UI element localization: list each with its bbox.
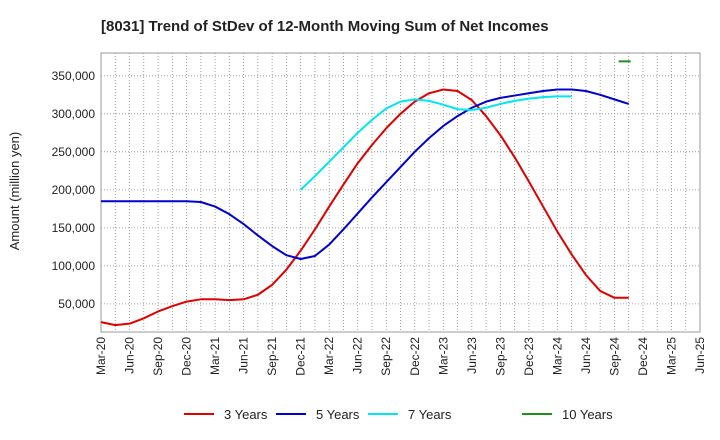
x-tick-label: Mar-24 — [550, 337, 564, 375]
x-tick-label: Jun-21 — [237, 337, 251, 374]
y-tick-label: 50,000 — [58, 297, 95, 311]
series-3-years-line — [100, 88, 629, 327]
y-tick-label: 200,000 — [52, 183, 96, 197]
x-tick-label: Dec-20 — [180, 337, 194, 376]
x-tick-label: Dec-22 — [408, 337, 422, 376]
legend-label-3-years: 3 Years — [224, 407, 268, 422]
x-tick-label: Sep-22 — [379, 337, 393, 376]
x-tick-label: Dec-24 — [636, 337, 650, 376]
legend-label-7-years: 7 Years — [408, 407, 452, 422]
x-tick-label: Jun-25 — [693, 337, 707, 374]
y-axis-label: Amount (million yen) — [7, 132, 22, 251]
plot-area — [100, 52, 701, 333]
chart-title: [8031] Trend of StDev of 12-Month Moving… — [101, 18, 549, 35]
x-tick-label: Mar-21 — [208, 337, 222, 375]
x-tick-label: Sep-20 — [151, 337, 165, 376]
series-7-years-line — [299, 95, 572, 191]
series-5-years-line — [101, 88, 629, 261]
series-lines — [100, 60, 631, 327]
y-tick-label: 350,000 — [52, 69, 96, 83]
y-tick-label: 150,000 — [52, 221, 96, 235]
grid — [100, 53, 701, 332]
x-tick-label: Sep-21 — [265, 337, 279, 376]
x-tick-label: Sep-23 — [493, 337, 507, 376]
y-axis: 50,000 100,000 150,000 200,000 250,000 300,00… — [52, 69, 96, 311]
x-tick-label: Mar-20 — [94, 337, 108, 375]
legend-label-10-years: 10 Years — [562, 407, 613, 422]
x-tick-label: Mar-22 — [322, 337, 336, 375]
legend: 3 Years 5 Years 7 Years 10 Years — [184, 407, 613, 422]
y-tick-label: 300,000 — [52, 107, 96, 121]
y-tick-label: 250,000 — [52, 145, 96, 159]
x-tick-label: Jun-22 — [351, 337, 365, 374]
x-tick-label: Mar-25 — [664, 337, 678, 375]
y-tick-label: 100,000 — [52, 259, 96, 273]
x-tick-label: Jun-20 — [123, 337, 137, 374]
x-tick-label: Jun-23 — [465, 337, 479, 374]
x-tick-label: Sep-24 — [607, 337, 621, 376]
x-axis: Mar-20 Jun-20 Sep-20 Dec-20 Mar-21 Jun-21 Sep-… — [94, 337, 707, 376]
x-tick-label: Dec-21 — [294, 337, 308, 376]
x-tick-label: Mar-23 — [436, 337, 450, 375]
x-tick-label: Dec-23 — [522, 337, 536, 376]
legend-label-5-years: 5 Years — [316, 407, 360, 422]
x-tick-label: Jun-24 — [579, 337, 593, 374]
